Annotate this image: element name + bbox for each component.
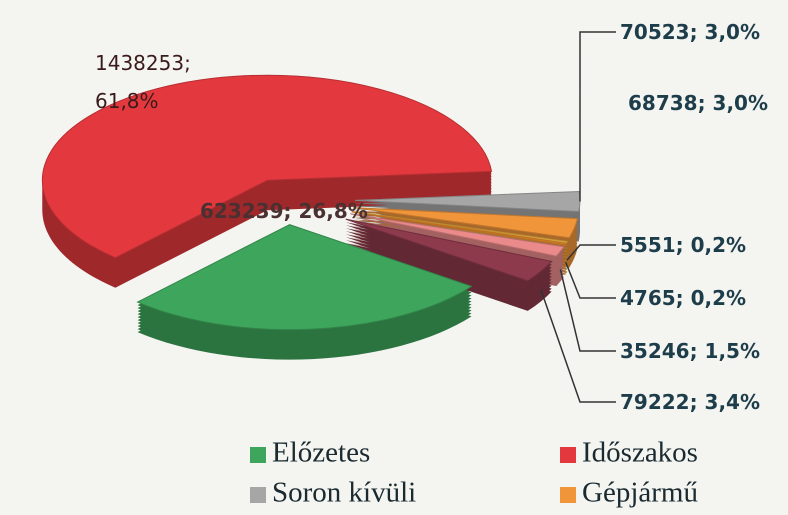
slice [350,213,565,257]
legend-swatch [250,487,266,503]
leader-line [579,31,616,202]
leader-line [565,261,616,299]
slice [136,224,473,331]
slice-side [350,219,564,263]
slice [345,218,553,282]
data-label: 68738; 3,0% [628,91,768,115]
data-label: 623239; 26,8% [200,199,368,223]
legend-label: Előzetes [272,437,370,469]
slice [41,74,493,259]
slice [351,211,568,246]
legend-label: Soron kívüli [272,477,416,509]
legend-swatch [560,487,576,503]
data-label: 5551; 0,2% [620,233,746,257]
leader-line [540,289,616,403]
leader-line [566,244,616,261]
slice [351,210,569,244]
data-label: 70523; 3,0% [620,20,760,44]
data-label: 79222; 3,4% [620,390,760,414]
slice [354,190,581,212]
slice-side [350,216,564,260]
slice-side [353,210,578,241]
leader-line [559,269,616,352]
legend-swatch [560,447,576,463]
data-label: 1438253; 61,8% [95,51,191,113]
data-label: 35246; 1,5% [620,339,760,363]
data-label: 4765; 0,2% [620,286,746,310]
legend-label: Időszakos [582,437,698,469]
legend-swatch [250,447,266,463]
slice [353,207,578,239]
legend-label: Gépjármű [582,477,698,509]
